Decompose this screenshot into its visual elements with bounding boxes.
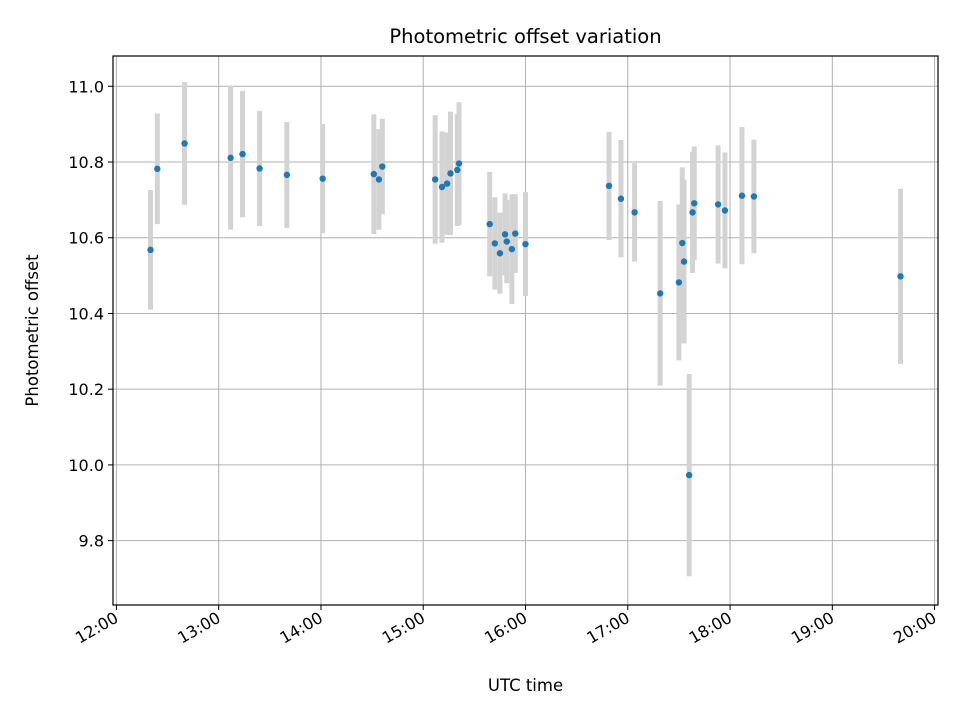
data-point [721,207,729,214]
y-tick-label: 10.2 [68,380,104,399]
data-point [491,240,499,247]
data-points [147,140,904,479]
data-point [714,201,722,208]
y-tick-label: 10.8 [68,153,104,172]
data-point [438,183,446,191]
data-point [447,170,454,177]
y-tick-label: 10.6 [68,229,104,248]
data-point [283,171,291,179]
data-point [375,176,383,183]
y-tick-label: 9.8 [79,532,104,551]
data-point [689,209,696,216]
data-point [431,176,439,183]
data-point [496,250,504,257]
data-point [503,238,510,245]
y-axis-ticks: 9.8 10.0 10.2 10.4 10.6 10.8 11.0 [68,77,113,551]
data-point [631,209,638,216]
data-point [486,220,493,228]
data-point [512,230,519,237]
data-point [675,279,683,286]
data-point [379,163,386,170]
data-point [443,180,451,187]
data-point [319,175,326,182]
x-axis-label: UTC time [488,676,563,695]
data-point [680,258,688,265]
data-point [239,150,246,158]
data-point [147,246,154,254]
data-point [181,140,188,147]
y-tick-label: 10.4 [68,304,104,323]
y-tick-label: 11.0 [68,77,104,96]
data-point [227,154,234,162]
data-point [897,273,904,280]
data-point [370,170,377,178]
data-point [738,192,746,199]
data-point [617,195,625,202]
data-point [508,245,516,253]
data-point [154,165,161,173]
data-point [501,231,509,238]
data-point [691,200,698,207]
data-point [679,239,686,247]
y-axis-label: Photometric offset [23,254,42,407]
data-point [256,165,263,172]
data-point [455,160,463,167]
data-point [522,240,529,248]
data-point [750,193,758,200]
chart-title: Photometric offset variation [389,25,661,48]
data-point [454,166,461,174]
data-point [685,471,693,479]
data-point [656,290,664,297]
data-point [605,182,613,190]
y-tick-label: 10.0 [68,456,104,475]
